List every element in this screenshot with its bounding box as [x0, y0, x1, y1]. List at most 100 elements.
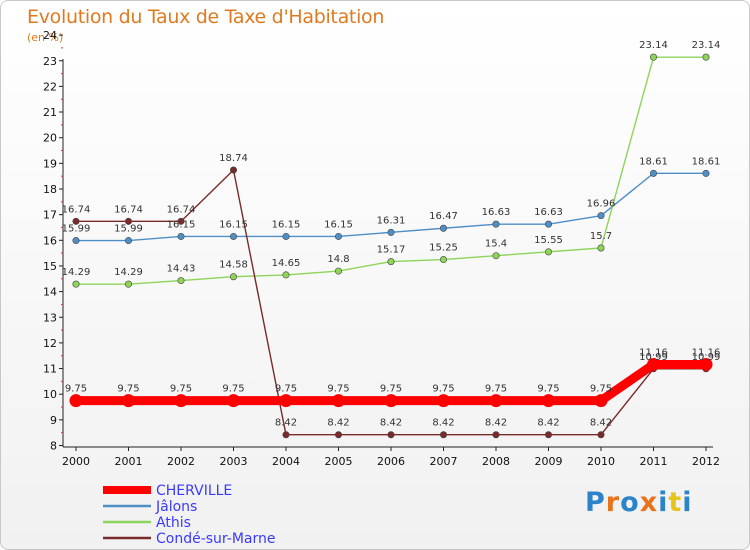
- data-point: [332, 394, 345, 408]
- data-point: [125, 237, 133, 245]
- data-point: [387, 258, 395, 266]
- data-point: [334, 431, 342, 439]
- y-tick-label: 14: [43, 286, 57, 299]
- data-label: 16.96: [587, 199, 616, 210]
- data-label: 14.65: [272, 258, 301, 269]
- data-point: [597, 244, 605, 252]
- data-point: [282, 271, 290, 279]
- data-point: [544, 248, 552, 256]
- data-label: 14.43: [167, 264, 196, 275]
- data-label: 16.47: [429, 211, 458, 222]
- y-tick-label: 16: [43, 234, 57, 247]
- data-point: [230, 232, 238, 240]
- data-label: 8.42: [590, 418, 612, 429]
- x-tick-label: 2010: [587, 455, 615, 468]
- data-point: [72, 237, 80, 245]
- data-label: 9.75: [380, 384, 402, 395]
- data-point: [437, 394, 450, 408]
- y-tick-label: 18: [43, 183, 57, 196]
- y-tick-label: 21: [43, 106, 57, 119]
- data-point: [230, 273, 238, 281]
- y-tick-label: 9: [50, 414, 57, 427]
- data-label: 16.74: [62, 204, 91, 215]
- y-tick-label: 22: [43, 80, 57, 93]
- y-tick-label: 11: [43, 363, 57, 376]
- data-label: 15.25: [429, 243, 458, 254]
- data-point: [699, 357, 713, 371]
- x-tick-label: 2005: [325, 455, 353, 468]
- data-point: [702, 53, 710, 61]
- data-point: [702, 169, 710, 177]
- data-point: [597, 212, 605, 220]
- x-tick-label: 2012: [692, 455, 720, 468]
- y-tick-label: 23: [43, 55, 57, 68]
- data-label: 14.58: [219, 260, 248, 271]
- data-label: 15.99: [114, 224, 143, 235]
- data-point: [649, 169, 657, 177]
- data-label: 11.16: [692, 347, 721, 358]
- logo-letter: t: [668, 487, 683, 518]
- data-point: [384, 394, 398, 408]
- legend-label: CHERVILLE: [156, 483, 232, 499]
- data-point: [542, 394, 555, 408]
- data-point: [647, 357, 660, 371]
- data-label: 9.75: [275, 384, 297, 395]
- chart-title: Evolution du Taux de Taxe d'Habitation: [27, 6, 385, 28]
- data-label: 16.74: [167, 204, 196, 215]
- data-point: [282, 431, 290, 439]
- data-point: [544, 431, 552, 439]
- data-point: [279, 394, 293, 408]
- data-label: 16.63: [482, 207, 511, 218]
- data-label: 16.31: [377, 215, 406, 226]
- data-point: [177, 232, 185, 240]
- data-point: [594, 394, 608, 408]
- data-point: [439, 224, 447, 232]
- y-tick-label: 24: [43, 29, 57, 42]
- data-label: 23.14: [639, 40, 668, 51]
- x-tick-label: 2003: [220, 455, 248, 468]
- data-point: [544, 220, 552, 228]
- data-label: 9.75: [432, 384, 454, 395]
- data-label: 9.75: [327, 384, 349, 395]
- data-label: 11.16: [639, 347, 668, 358]
- x-tick-label: 2006: [377, 455, 405, 468]
- x-tick-label: 2011: [640, 455, 668, 468]
- data-label: 18.74: [219, 153, 248, 164]
- data-label: 8.42: [537, 418, 559, 429]
- data-point: [439, 256, 447, 264]
- y-tick-label: 19: [43, 157, 57, 170]
- y-tick-label: 8: [50, 440, 57, 453]
- data-point: [492, 431, 500, 439]
- logo-letter: x: [639, 487, 659, 518]
- data-point: [649, 53, 657, 61]
- logo-letter: P: [585, 487, 606, 518]
- data-label: 18.61: [692, 156, 721, 167]
- chart-unit-label: (en %): [27, 31, 64, 44]
- data-label: 9.75: [222, 384, 244, 395]
- logo-letter: i: [682, 487, 693, 518]
- data-label: 16.74: [114, 204, 143, 215]
- data-point: [334, 232, 342, 240]
- data-label: 8.42: [432, 418, 454, 429]
- x-tick-label: 2001: [115, 455, 143, 468]
- x-tick-label: 2009: [535, 455, 563, 468]
- y-tick-label: 15: [43, 260, 57, 273]
- data-label: 14.29: [62, 267, 91, 278]
- data-point: [177, 277, 185, 285]
- data-label: 15.55: [534, 235, 563, 246]
- data-point: [125, 280, 133, 288]
- proxiti-logo: Proxiti: [585, 487, 693, 518]
- data-label: 9.75: [590, 384, 612, 395]
- data-label: 15.7: [590, 231, 612, 242]
- data-label: 9.75: [537, 384, 559, 395]
- data-point: [177, 217, 185, 225]
- data-label: 8.42: [485, 418, 507, 429]
- data-point: [122, 394, 135, 408]
- data-label: 10.99: [692, 352, 721, 363]
- data-label: 15.4: [485, 239, 507, 250]
- x-tick-label: 2004: [272, 455, 300, 468]
- data-label: 18.61: [639, 156, 668, 167]
- data-label: 16.63: [534, 207, 563, 218]
- data-label: 9.75: [117, 384, 139, 395]
